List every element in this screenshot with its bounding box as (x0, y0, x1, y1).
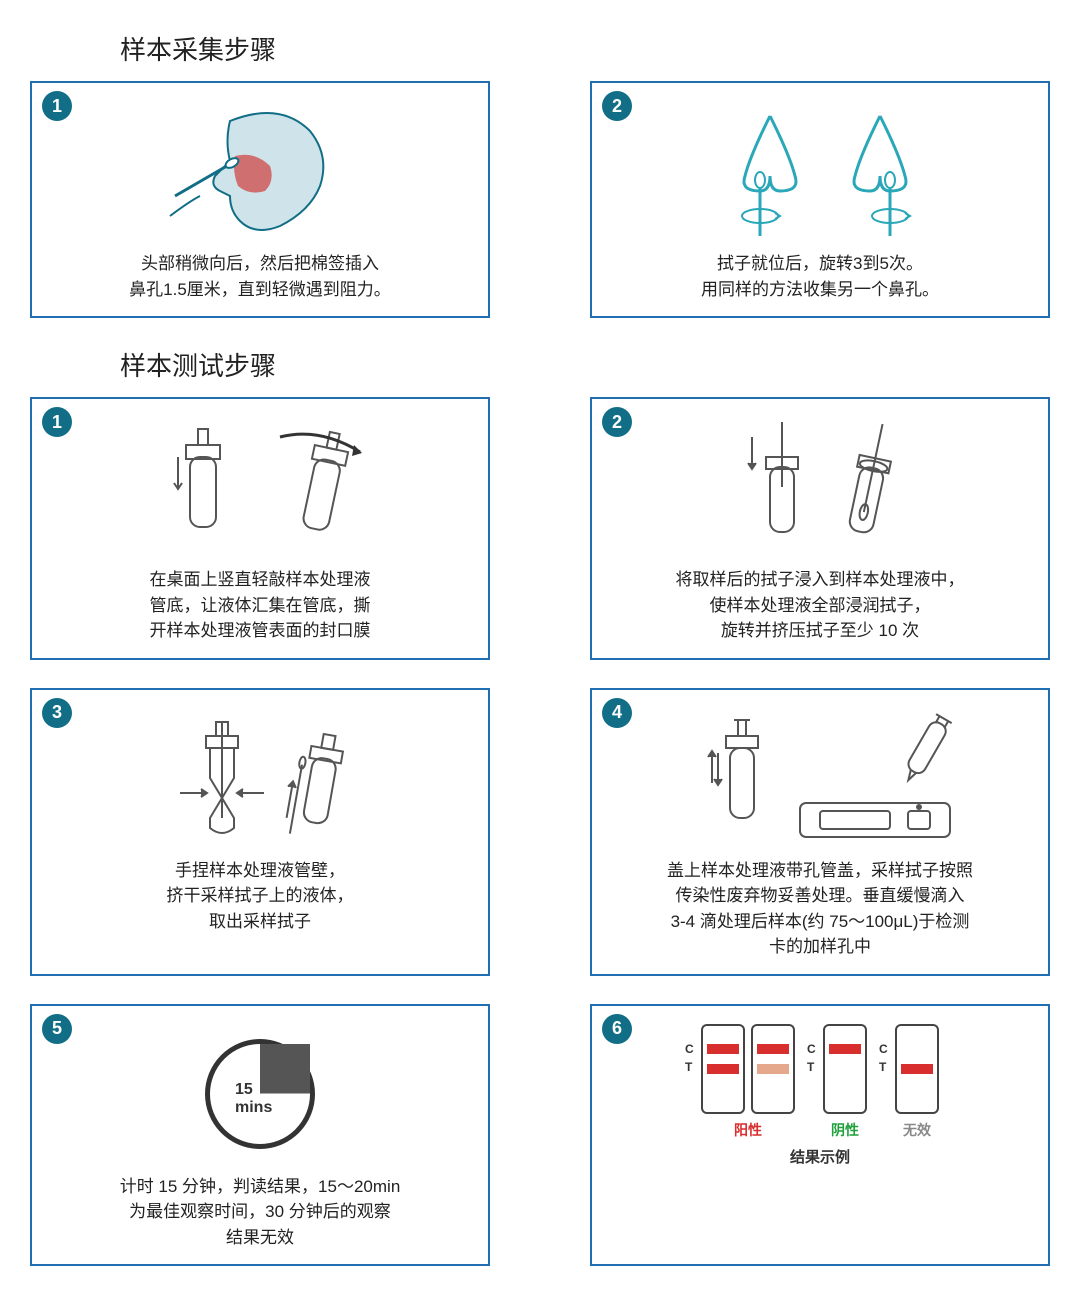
step-badge: 2 (602, 407, 632, 437)
testing-row-1: 1 在桌面上竖直轻敲样本处理液 管底，让液体汇集在管底，撕 开样本处理液管表面的… (30, 397, 1050, 660)
tap-tube-illustration (50, 417, 470, 557)
head-swab-illustration (50, 101, 470, 241)
section1-title: 样本采集步骤 (120, 30, 1050, 67)
ct-labels: CT (807, 1040, 816, 1076)
result-label: 无效 (903, 1120, 931, 1140)
clock-icon: 15 mins (205, 1039, 315, 1149)
drop-sample-illustration (610, 708, 1030, 848)
result-label: 阳性 (734, 1120, 762, 1140)
result-band (757, 1064, 789, 1074)
testing-step-2: 2 将取样后的拭子浸入到样本处理液中， 使样本处理液全部浸润拭子， 旋转并 (590, 397, 1050, 660)
testing-step-3: 3 手捏 (30, 688, 490, 976)
test-cassette: CT (701, 1024, 745, 1114)
step-badge: 1 (42, 91, 72, 121)
result-band (707, 1064, 739, 1074)
testing-row-2: 3 手捏 (30, 688, 1050, 976)
ct-labels: CT (685, 1040, 694, 1076)
results-illustration: CT 阳性 CT 阴性 CT 无效 结果示例 (610, 1024, 1030, 1167)
step-badge: 5 (42, 1014, 72, 1044)
step-caption: 在桌面上竖直轻敲样本处理液 管底，让液体汇集在管底，撕 开样本处理液管表面的封口… (150, 567, 371, 644)
testing-step-5: 5 15 mins 计时 15 分钟，判读结果，15～20min 为最佳观察时间… (30, 1004, 490, 1267)
step-badge: 3 (42, 698, 72, 728)
clock-label: 15 mins (235, 1081, 285, 1117)
result-band (829, 1044, 861, 1054)
testing-step-1: 1 在桌面上竖直轻敲样本处理液 管底，让液体汇集在管底，撕 开样本处理液管表面的… (30, 397, 490, 660)
result-group: CT 无效 (895, 1024, 939, 1140)
step-caption: 计时 15 分钟，判读结果，15～20min 为最佳观察时间，30 分钟后的观察… (120, 1174, 401, 1251)
result-band (901, 1064, 933, 1074)
testing-step-4: 4 (590, 688, 1050, 976)
result-group: CT 阴性 (823, 1024, 867, 1140)
timer-illustration: 15 mins (50, 1024, 470, 1164)
squeeze-tube-illustration (50, 708, 470, 848)
ct-labels: CT (879, 1040, 888, 1076)
section2-title: 样本测试步骤 (120, 346, 1050, 383)
result-group: CT 阳性 (701, 1024, 795, 1140)
results-title: 结果示例 (790, 1146, 850, 1167)
step-caption: 将取样后的拭子浸入到样本处理液中， 使样本处理液全部浸润拭子， 旋转并挤压拭子至… (676, 567, 965, 644)
testing-row-3: 5 15 mins 计时 15 分钟，判读结果，15～20min 为最佳观察时间… (30, 1004, 1050, 1267)
testing-step-6: 6 CT 阳性 CT 阴性 CT 无效 结果示例 (590, 1004, 1050, 1267)
nostrils-rotate-illustration (610, 101, 1030, 241)
step-badge: 4 (602, 698, 632, 728)
step-badge: 6 (602, 1014, 632, 1044)
step-caption: 头部稍微向后，然后把棉签插入 鼻孔1.5厘米，直到轻微遇到阻力。 (129, 251, 391, 302)
test-cassette: CT (895, 1024, 939, 1114)
collection-step-2: 2 拭子就位后，旋转3到5次。 用同样的方法收集另一 (590, 81, 1050, 318)
step-caption: 手捏样本处理液管壁， 挤干采样拭子上的液体， 取出采样拭子 (167, 858, 354, 935)
step-badge: 2 (602, 91, 632, 121)
test-cassette: CT (823, 1024, 867, 1114)
step-caption: 拭子就位后，旋转3到5次。 用同样的方法收集另一个鼻孔。 (701, 251, 939, 302)
insert-swab-illustration (610, 417, 1030, 557)
collection-step-1: 1 头部稍微向后，然后把棉签插入 鼻孔1.5厘米，直到轻微遇到阻力。 (30, 81, 490, 318)
step-caption: 盖上样本处理液带孔管盖，采样拭子按照 传染性废弃物妥善处理。垂直缓慢滴入 3-4… (667, 858, 973, 960)
test-cassette (751, 1024, 795, 1114)
result-band (707, 1044, 739, 1054)
result-label: 阴性 (831, 1120, 859, 1140)
result-band (757, 1044, 789, 1054)
step-badge: 1 (42, 407, 72, 437)
collection-row: 1 头部稍微向后，然后把棉签插入 鼻孔1.5厘米，直到轻微遇到阻力。 2 (30, 81, 1050, 318)
